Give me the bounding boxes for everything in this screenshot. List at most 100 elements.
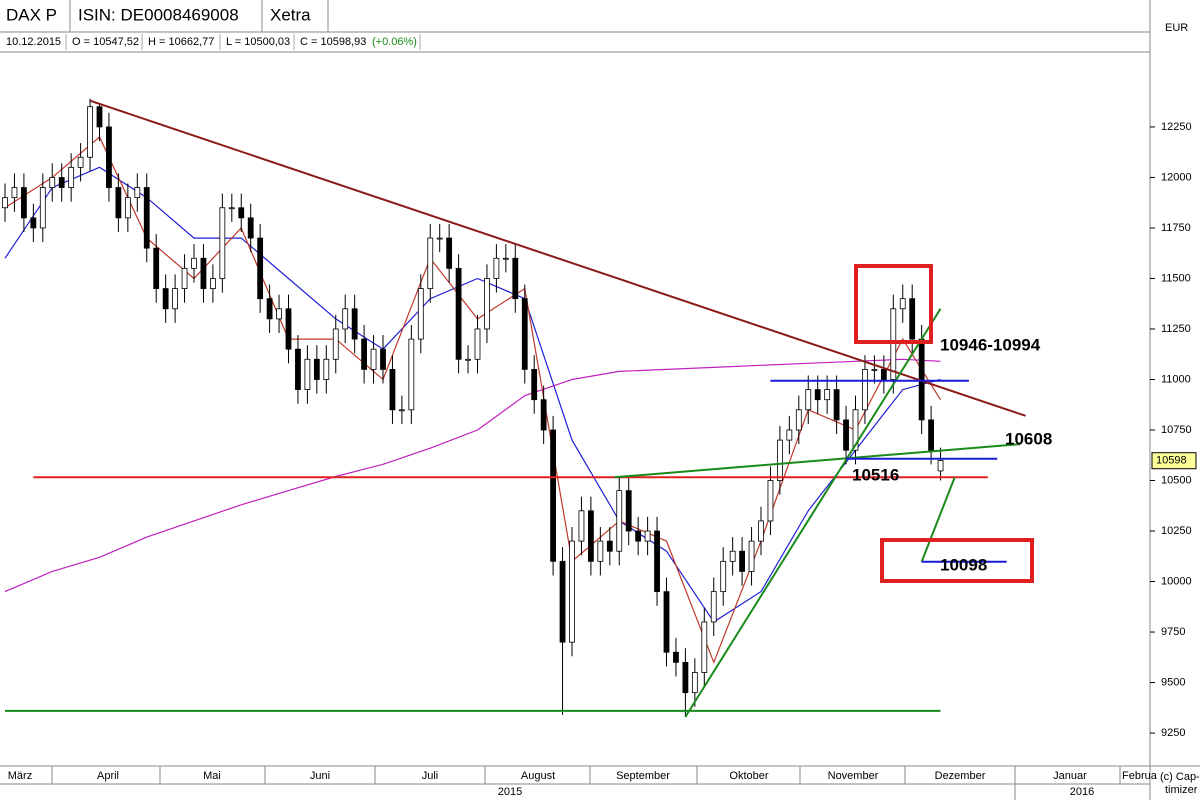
candle-body [890, 308, 897, 380]
candle-body [332, 328, 339, 360]
candle-body [493, 257, 500, 279]
month-label: April [97, 770, 119, 782]
candle-body [370, 348, 377, 370]
candle-body [380, 348, 386, 370]
candle-body [219, 207, 226, 279]
candle-body [49, 177, 56, 188]
last-price-label: 10598 [1156, 455, 1187, 467]
candle-body [77, 156, 84, 168]
symbol: DAX P [6, 5, 57, 24]
trend-line [920, 476, 956, 563]
y-tick-label: 10750 [1161, 424, 1192, 436]
close-info: C = 10598,93 [300, 36, 366, 48]
candle-body [663, 591, 670, 653]
candle-body [531, 368, 538, 401]
candle-body [502, 257, 509, 260]
candle-body [68, 166, 75, 188]
annotation: 10608 [1005, 429, 1052, 448]
month-label: Oktober [729, 770, 768, 782]
candle-body [455, 267, 462, 360]
candle-body [191, 257, 197, 269]
y-tick-label: 11500 [1161, 272, 1191, 284]
candle-body [710, 591, 717, 623]
candle-body [606, 540, 613, 552]
candle-body [96, 106, 103, 128]
candle-body [616, 490, 623, 552]
high-info: H = 10662,77 [148, 36, 214, 48]
candle-body [899, 298, 906, 310]
candle-body [569, 540, 575, 643]
month-label: August [521, 770, 555, 782]
candle-body [200, 257, 207, 289]
y-tick-label: 12000 [1161, 171, 1192, 183]
y-tick-label: 10000 [1161, 575, 1192, 587]
y-tick-label: 11000 [1161, 373, 1191, 385]
info-dividers [65, 34, 421, 50]
y-tick-label: 10500 [1161, 474, 1192, 486]
candle-body [181, 267, 188, 289]
candle-body [739, 550, 745, 572]
candle-body [106, 126, 112, 188]
candle-body [805, 389, 812, 411]
y-tick-label: 9500 [1161, 676, 1185, 688]
candle-body [871, 368, 878, 371]
candle-body [767, 480, 774, 522]
month-label: Mai [203, 770, 221, 782]
open-info: O = 10547,52 [72, 36, 139, 48]
candle-body [512, 257, 519, 300]
candle-body [625, 490, 632, 532]
copyright: timizer [1165, 784, 1198, 796]
candle-body [11, 187, 18, 199]
candle-body [777, 439, 783, 481]
candle-body [58, 177, 65, 188]
candle-body [323, 358, 330, 380]
candle-body [39, 187, 46, 229]
candle-body [389, 368, 396, 411]
candle-body [436, 237, 443, 240]
candle-body [682, 661, 689, 694]
candle-body [228, 207, 235, 210]
candle-body [304, 358, 311, 390]
highlight-box [854, 264, 933, 344]
annotation: 10098 [940, 555, 987, 574]
candle-body [654, 530, 660, 593]
candle-body [588, 510, 594, 562]
candle-body [729, 550, 736, 562]
candle-body [852, 409, 859, 451]
low-info: L = 10500,03 [226, 36, 290, 48]
candle-body [124, 197, 131, 219]
candle-body [134, 187, 141, 199]
candle-body [143, 187, 150, 249]
candle-body [342, 308, 349, 330]
candle-body [87, 106, 93, 158]
candle-body [351, 308, 358, 340]
candle-body [417, 288, 424, 340]
candle-body [276, 308, 282, 320]
candle-body [313, 358, 320, 380]
candle-body [20, 187, 27, 219]
trend-line [684, 308, 942, 718]
currency: EUR [1165, 22, 1188, 34]
exchange: Xetra [270, 5, 311, 24]
month-label: Februa [1122, 770, 1158, 782]
annotation: 10516 [852, 465, 899, 484]
year-label: 2015 [498, 786, 522, 798]
candle-body [824, 389, 831, 401]
candle-body [361, 338, 368, 370]
candle-body [285, 308, 292, 350]
y-tick-label: 11250 [1161, 323, 1191, 335]
candle-body [408, 338, 415, 411]
candle-body [597, 540, 604, 562]
candle-body [484, 278, 490, 330]
candle-body [758, 520, 764, 542]
candle-body [398, 409, 405, 412]
copyright: (c) Cap- [1160, 771, 1200, 783]
y-tick-label: 9750 [1161, 626, 1185, 638]
y-tick-label: 12250 [1161, 121, 1192, 133]
candle-body [814, 389, 821, 401]
candle-body [2, 197, 8, 209]
candle-body [559, 560, 566, 643]
candle-body [295, 348, 301, 390]
